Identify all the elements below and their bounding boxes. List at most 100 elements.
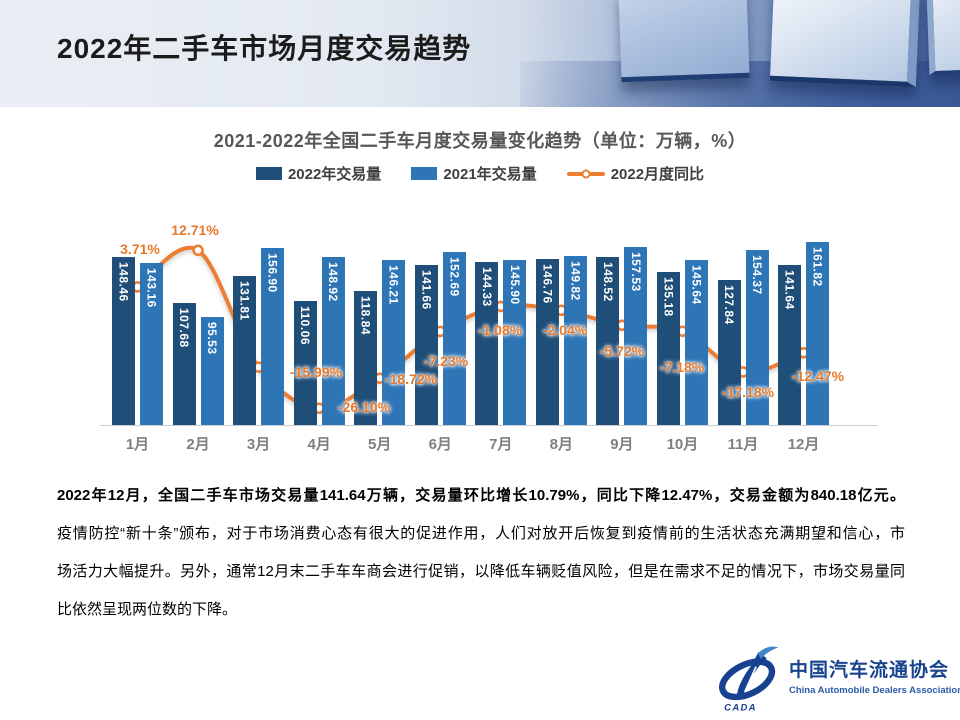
bar-2021年交易量-4月: 148.92	[321, 256, 345, 425]
month-label-5月: 5月	[368, 436, 392, 453]
bar-value-label: 146.21	[386, 264, 401, 305]
yoy-label-5月: -18.72%	[384, 371, 438, 387]
bar-value-label: 127.84	[722, 285, 736, 326]
yoy-label-8月: -2.04%	[542, 322, 588, 338]
bar-value-label: 157.53	[628, 251, 643, 292]
month-label-7月: 7月	[489, 436, 513, 453]
page-title: 2022年二手车市场月度交易趋势	[57, 33, 472, 64]
bar-value-label: 95.53	[205, 322, 220, 355]
bar-value-label: 149.82	[568, 260, 583, 301]
legend-swatch-2021	[411, 167, 438, 180]
bar-value-label: 135.18	[661, 277, 676, 317]
bar-value-label: 143.16	[144, 268, 159, 308]
yoy-marker-1月	[131, 281, 144, 293]
bar-value-label: 148.46	[116, 262, 131, 302]
legend-swatch-2022	[255, 167, 282, 180]
yoy-label-2月: 12.71%	[171, 222, 219, 238]
bar-2022年交易量-3月: 131.81	[233, 275, 257, 425]
bar-value-label: 145.90	[507, 265, 522, 305]
bar-value-label: 146.76	[540, 264, 555, 304]
bar-2021年交易量-6月: 152.69	[442, 252, 466, 425]
bar-value-label: 148.52	[600, 262, 615, 302]
cada-logo: CADA 中国汽车流通协会 China Automobile Dealers A…	[714, 645, 960, 715]
bar-2021年交易量-2月: 95.53	[200, 317, 224, 425]
header-banner: 2022年二手车市场月度交易趋势	[0, 0, 960, 107]
yoy-marker-6月	[434, 325, 446, 338]
bar-2022年交易量-1月: 148.46	[112, 257, 135, 425]
month-label-11月: 11月	[727, 436, 759, 453]
bar-2022年交易量-6月: 141.66	[414, 264, 438, 425]
bar-value-label: 118.84	[358, 295, 373, 335]
bar-2022年交易量-5月: 118.84	[354, 290, 378, 425]
yoy-marker-2月	[192, 244, 204, 257]
bar-2022年交易量-7月: 144.33	[475, 261, 499, 425]
legend-label: 2022年交易量	[287, 166, 382, 183]
bar-value-label: 161.82	[810, 247, 825, 287]
bar-value-label: 131.81	[237, 280, 252, 321]
yoy-label-10月: -7.18%	[659, 359, 705, 375]
commentary-line: 2022年12月，全国二手车市场交易量141.64万辆，交易量环比增长10.79…	[57, 487, 905, 504]
legend-label: 2022月度同比	[610, 166, 705, 183]
x-axis-line	[100, 425, 878, 426]
bar-value-label: 145.64	[689, 265, 704, 305]
chart-legend: 2022年交易量 2021年交易量 2022月度同比	[0, 163, 960, 184]
yoy-label-1月: 3.71%	[120, 241, 160, 257]
bar-2022年交易量-12月: 141.64	[778, 264, 802, 425]
yoy-label-11月: -17.18%	[721, 384, 775, 400]
chart-title: 2021-2022年全国二手车月度交易量变化趋势（单位：万辆，%）	[213, 131, 747, 151]
month-label-3月: 3月	[246, 436, 271, 453]
legend-label: 2021年交易量	[443, 166, 537, 183]
yoy-label-9月: -5.72%	[599, 343, 645, 359]
bar-value-label: 156.90	[265, 252, 280, 293]
legend-item-yoy-line: 2022月度同比	[566, 163, 705, 184]
yoy-marker-7月	[495, 300, 507, 313]
bar-2021年交易量-12月: 161.82	[806, 242, 830, 425]
legend-line-marker-icon	[566, 167, 605, 180]
bar-value-label: 144.33	[479, 266, 494, 307]
bar-value-label: 152.69	[447, 257, 462, 297]
logo-name-en: China Automobile Dealers Association	[789, 685, 960, 696]
yoy-label-12月: -12.47%	[791, 368, 845, 384]
bar-value-label: 141.64	[782, 269, 797, 310]
yoy-label-4月: -26.10%	[337, 399, 391, 415]
bar-2021年交易量-3月: 156.90	[261, 247, 285, 425]
commentary-line: 疫情防控“新十条”颁布，对于市场消费心态有很大的促进作用，人们对放开后恢复到疫情…	[57, 525, 905, 542]
month-label-1月: 1月	[125, 436, 150, 453]
bar-2021年交易量-1月: 143.16	[140, 263, 163, 425]
cube-graphic	[926, 0, 960, 76]
cube-graphic	[618, 0, 750, 83]
bar-2022年交易量-10月: 135.18	[656, 272, 680, 425]
bar-value-label: 110.06	[298, 305, 313, 345]
bar-value-label: 107.68	[177, 308, 192, 348]
yoy-label-6月: -7.23%	[423, 353, 469, 369]
cada-emblem-icon: CADA	[719, 646, 779, 714]
yoy-marker-9月	[616, 319, 628, 332]
legend-item-2022-volume: 2022年交易量	[255, 163, 382, 184]
month-label-8月: 8月	[549, 436, 574, 453]
commentary-line: 比依然呈现两位数的下降。	[57, 601, 238, 618]
commentary-line: 场活力大幅提升。另外，通常12月末二手车车商会进行促销，以降低车辆贬值风险，但是…	[57, 563, 905, 580]
legend-circle-marker	[581, 169, 591, 178]
bar-2021年交易量-7月: 145.90	[503, 260, 527, 425]
bar-value-label: 148.92	[326, 261, 341, 302]
yoy-line	[135, 245, 806, 411]
yoy-marker-11月	[737, 366, 749, 378]
yoy-label-7月: -1.08%	[477, 322, 523, 338]
logo-text: 中国汽车流通协会 China Automobile Dealers Associ…	[789, 645, 960, 696]
month-label-12月: 12月	[787, 436, 820, 453]
banner-decoration	[520, 0, 960, 107]
yoy-marker-10月	[676, 325, 689, 337]
month-label-4月: 4月	[307, 436, 331, 453]
bar-value-label: 154.37	[750, 255, 764, 296]
yoy-marker-8月	[555, 304, 568, 317]
bar-2021年交易量-10月: 145.64	[684, 260, 708, 425]
bar-2022年交易量-2月: 107.68	[172, 303, 196, 425]
bar-2021年交易量-8月: 149.82	[563, 255, 587, 425]
bar-2022年交易量-11月: 127.84	[717, 280, 741, 425]
legend-item-2021-volume: 2021年交易量	[411, 163, 537, 184]
bar-value-label: 141.66	[419, 269, 434, 310]
bar-2022年交易量-4月: 110.06	[293, 300, 317, 425]
yoy-label-3月: -15.99%	[289, 364, 343, 380]
month-label-2月: 2月	[186, 436, 210, 453]
